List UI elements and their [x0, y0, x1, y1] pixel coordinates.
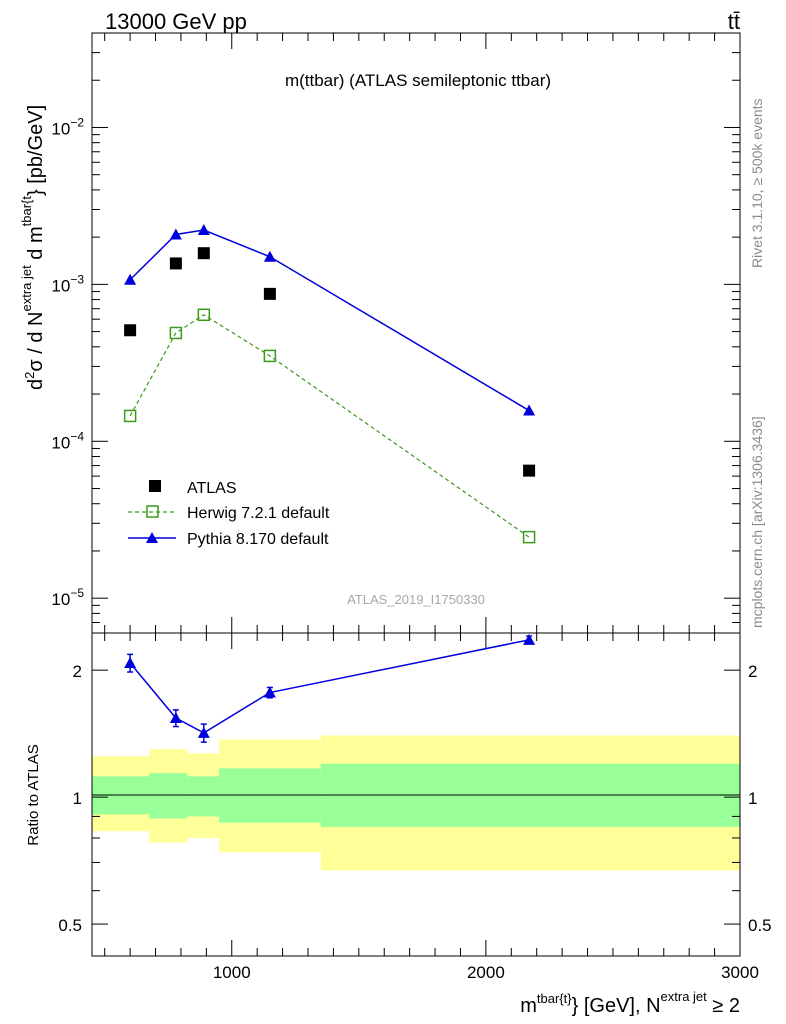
- ratio-y-label: Ratio to ATLAS: [25, 744, 42, 845]
- y-tick-label: 10−2: [51, 115, 84, 138]
- ratio-frame: [91, 632, 741, 957]
- legend-atlas-marker: [149, 480, 161, 492]
- pythia-point: [169, 228, 182, 240]
- pythia-ratio-point: [263, 686, 276, 698]
- legend-herwig-label: Herwig 7.2.1 default: [187, 505, 330, 522]
- herwig-point: [263, 349, 277, 363]
- herwig-point: [522, 530, 536, 544]
- ratio-bands: [92, 735, 740, 871]
- pythia-point: [523, 404, 536, 416]
- pythia-ratio-line: [129, 639, 530, 734]
- ratio-tick-label-right: 1: [748, 789, 757, 808]
- ratio-tick-label-left: 2: [73, 662, 82, 681]
- header-left: 13000 GeV pp: [105, 9, 247, 34]
- atlas-point: [124, 324, 137, 337]
- analysis-label: ATLAS_2019_I1750330: [347, 592, 485, 607]
- y-tick-label: 10−3: [51, 272, 84, 295]
- ratio-y-ticks: 0.5 0.5 1 1 2 2: [58, 662, 771, 935]
- pythia-point: [263, 250, 276, 262]
- y-tick-label: 10−4: [51, 429, 84, 452]
- legend-pythia-marker: [146, 532, 158, 543]
- atlas-point: [523, 464, 536, 477]
- band-green: [187, 776, 220, 817]
- pythia-ratio-point: [169, 712, 182, 724]
- main-y-ticks: 10−2 10−3 10−4 10−5: [51, 32, 740, 634]
- main-y-label: d2σ / d Nextra jet d mtbar{t} [pb/GeV]: [19, 105, 47, 390]
- atlas-point: [169, 257, 182, 270]
- herwig-point: [123, 409, 137, 423]
- pythia-ratio-point: [197, 726, 210, 738]
- mcplots-note: mcplots.cern.ch [arXiv:1306.3436]: [749, 416, 765, 628]
- herwig-line: [129, 314, 530, 538]
- x-axis-label: mtbar{t}} [GeV], Nextra jet ≥ 2: [520, 989, 740, 1017]
- x-ticks: 1000 2000 3000: [104, 33, 759, 982]
- y-tick-label: 10−5: [51, 586, 84, 609]
- pythia-line: [129, 229, 530, 412]
- ratio-tick-label-right: 0.5: [748, 916, 772, 935]
- band-green: [149, 773, 188, 819]
- ratio-tick-label-right: 2: [748, 662, 757, 681]
- main-data: [123, 224, 536, 544]
- legend-pythia-label: Pythia 8.170 default: [187, 531, 329, 548]
- legend-herwig-marker: [146, 505, 159, 518]
- x-tick-label: 3000: [721, 963, 759, 982]
- pythia-point: [197, 224, 210, 236]
- x-tick-label: 1000: [213, 963, 251, 982]
- pythia-point: [124, 273, 137, 285]
- legend-atlas-label: ATLAS: [187, 480, 237, 497]
- rivet-note: Rivet 3.1.10, ≥ 500k events: [749, 98, 765, 268]
- plot-title: m(ttbar) (ATLAS semileptonic ttbar): [285, 71, 551, 90]
- herwig-point: [169, 326, 183, 340]
- atlas-point: [263, 287, 276, 300]
- pythia-ratio-point: [523, 633, 536, 645]
- pythia-ratio-point: [124, 656, 137, 668]
- atlas-point: [197, 247, 210, 260]
- ratio-tick-label-left: 1: [73, 789, 82, 808]
- header-right: tt̄: [728, 9, 740, 34]
- herwig-point: [197, 308, 211, 322]
- ratio-tick-label-left: 0.5: [58, 916, 82, 935]
- ratio-data: [124, 633, 536, 743]
- legend: ATLAS Herwig 7.2.1 default Pythia 8.170 …: [128, 480, 330, 548]
- x-tick-label: 2000: [467, 963, 505, 982]
